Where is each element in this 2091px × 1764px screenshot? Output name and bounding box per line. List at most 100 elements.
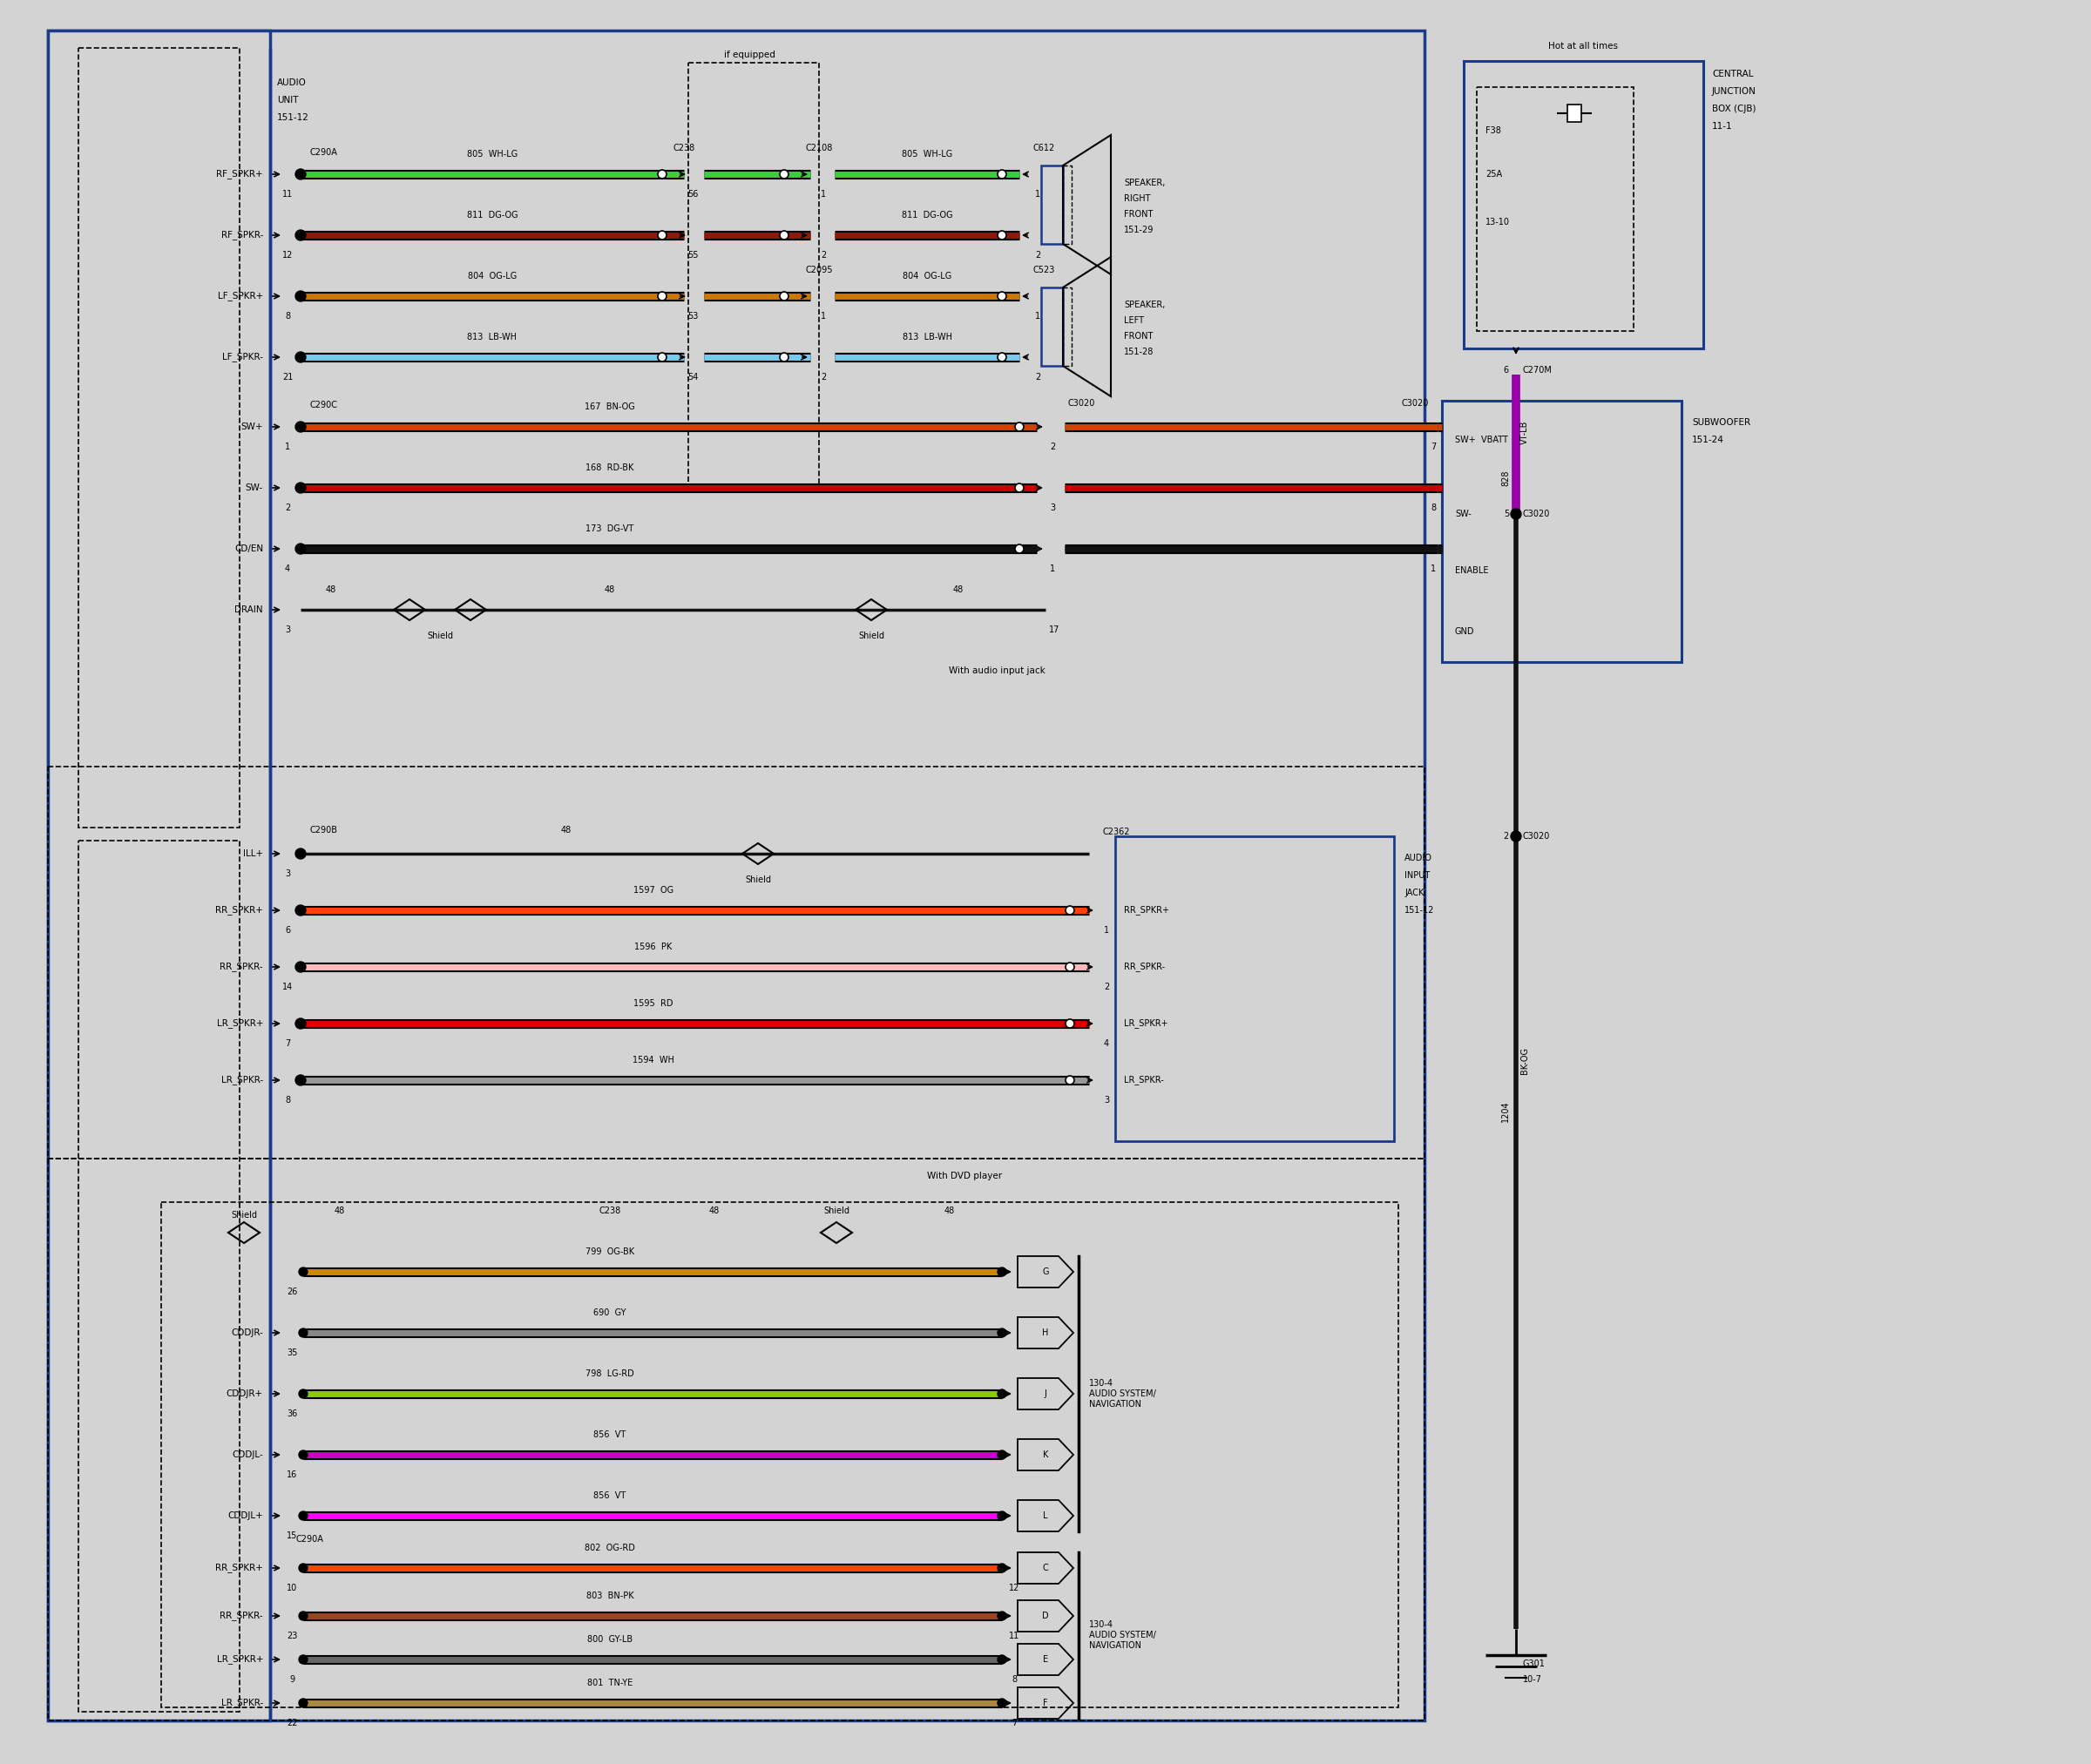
Text: LEFT: LEFT [1125, 316, 1144, 325]
Text: 151-28: 151-28 [1125, 348, 1154, 356]
Text: 856  VT: 856 VT [594, 1431, 625, 1439]
Text: LR_SPKR+: LR_SPKR+ [1125, 1020, 1169, 1028]
Circle shape [997, 1655, 1006, 1663]
Text: SW+  VBATT: SW+ VBATT [1455, 436, 1508, 445]
Text: 10-7: 10-7 [1522, 1676, 1543, 1685]
Circle shape [295, 905, 305, 916]
Text: SPEAKER,: SPEAKER, [1125, 178, 1165, 187]
Text: RIGHT: RIGHT [1125, 194, 1150, 203]
Text: RF_SPKR+: RF_SPKR+ [215, 169, 263, 178]
Circle shape [1014, 545, 1025, 554]
Text: CDDJR+: CDDJR+ [226, 1390, 263, 1399]
Circle shape [299, 1512, 307, 1521]
Circle shape [659, 353, 667, 362]
Text: 6: 6 [284, 926, 291, 935]
Text: AUDIO: AUDIO [276, 78, 307, 86]
Text: 2: 2 [1035, 250, 1041, 259]
Text: 1: 1 [1035, 191, 1041, 199]
Circle shape [1014, 483, 1025, 492]
Text: INPUT: INPUT [1405, 871, 1430, 880]
Text: H: H [1041, 1328, 1050, 1337]
Text: 1: 1 [284, 443, 291, 452]
Bar [48, 1159, 1424, 1720]
Text: 3: 3 [284, 626, 291, 635]
Text: 2: 2 [820, 250, 826, 259]
Text: 48: 48 [560, 826, 571, 834]
Bar [688, 64, 820, 489]
Circle shape [997, 1390, 1006, 1399]
Text: 7: 7 [284, 1039, 291, 1048]
Text: C2362: C2362 [1102, 827, 1129, 836]
Text: 130-4
AUDIO SYSTEM/
NAVIGATION: 130-4 AUDIO SYSTEM/ NAVIGATION [1089, 1621, 1156, 1649]
Text: With DVD player: With DVD player [926, 1171, 1002, 1180]
Text: G301: G301 [1522, 1660, 1545, 1669]
Circle shape [299, 1450, 307, 1459]
Text: 12: 12 [282, 250, 293, 259]
Text: GND: GND [1455, 628, 1474, 635]
Text: 9: 9 [289, 1676, 295, 1685]
Text: UNIT: UNIT [276, 95, 299, 104]
Text: C290A: C290A [297, 1535, 324, 1544]
Text: C2108: C2108 [805, 143, 832, 152]
Circle shape [295, 1018, 305, 1028]
Text: 3: 3 [284, 870, 291, 878]
Text: 805  WH-LG: 805 WH-LG [466, 150, 519, 159]
Text: 26: 26 [286, 1288, 297, 1297]
Text: 5: 5 [1503, 510, 1510, 519]
Circle shape [997, 1699, 1006, 1708]
Circle shape [997, 1612, 1006, 1621]
Text: ENABLE: ENABLE [1455, 566, 1489, 575]
Text: SPEAKER,: SPEAKER, [1125, 300, 1165, 309]
Circle shape [780, 291, 788, 300]
Text: C3020: C3020 [1522, 510, 1549, 519]
Text: 167  BN-OG: 167 BN-OG [585, 402, 636, 411]
Circle shape [1066, 1020, 1075, 1028]
Text: 35: 35 [286, 1348, 297, 1357]
Circle shape [295, 848, 305, 859]
Text: 11-1: 11-1 [1713, 122, 1733, 131]
Circle shape [1066, 907, 1075, 916]
Text: SW+: SW+ [240, 423, 263, 430]
Text: 1596  PK: 1596 PK [634, 942, 673, 951]
Text: VT-LB: VT-LB [1520, 420, 1529, 445]
Text: FRONT: FRONT [1125, 210, 1152, 219]
Circle shape [299, 1699, 307, 1708]
Text: RR_SPKR+: RR_SPKR+ [1125, 905, 1169, 916]
Circle shape [780, 231, 788, 240]
Circle shape [997, 169, 1006, 178]
Text: 151-12: 151-12 [1405, 907, 1434, 916]
Text: SW-: SW- [1455, 510, 1472, 519]
Text: RR_SPKR-: RR_SPKR- [220, 1611, 263, 1621]
Text: J: J [1043, 1390, 1048, 1399]
Text: 16: 16 [286, 1471, 297, 1480]
Text: JACK: JACK [1405, 889, 1424, 898]
Text: 2: 2 [284, 503, 291, 512]
Bar [48, 30, 270, 1720]
Text: RR_SPKR+: RR_SPKR+ [215, 1563, 263, 1573]
Text: BOX (CJB): BOX (CJB) [1713, 104, 1756, 113]
Circle shape [295, 169, 305, 180]
Text: C270M: C270M [1522, 365, 1552, 374]
Text: 48: 48 [604, 586, 615, 594]
Text: C290A: C290A [309, 148, 337, 157]
Circle shape [659, 169, 667, 178]
Circle shape [1510, 831, 1522, 841]
Text: 22: 22 [286, 1718, 297, 1727]
Text: CENTRAL: CENTRAL [1713, 71, 1754, 78]
Text: LR_SPKR+: LR_SPKR+ [217, 1655, 263, 1663]
Text: Hot at all times: Hot at all times [1547, 42, 1618, 51]
Text: Shield: Shield [744, 875, 772, 884]
Text: 48: 48 [335, 1207, 345, 1215]
Text: AUDIO: AUDIO [1405, 854, 1432, 863]
Bar [79, 48, 240, 827]
Text: LF_SPKR-: LF_SPKR- [222, 353, 263, 362]
Text: 25A: 25A [1485, 169, 1501, 178]
Circle shape [295, 543, 305, 554]
Text: Shield: Shield [427, 632, 454, 640]
Bar [1062, 166, 1073, 243]
Circle shape [299, 1612, 307, 1621]
Text: 1: 1 [820, 312, 826, 321]
Text: 168  RD-BK: 168 RD-BK [585, 464, 634, 473]
Text: 8: 8 [1012, 1676, 1016, 1685]
Circle shape [295, 483, 305, 494]
